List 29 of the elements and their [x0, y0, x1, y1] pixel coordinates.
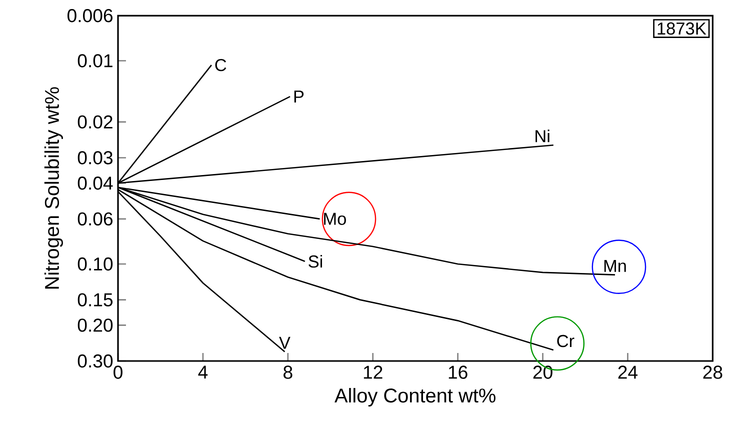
x-tick-label: 0 — [114, 366, 122, 379]
y-tick-label: 0.06 — [78, 212, 112, 226]
x-tick-label: 28 — [703, 366, 722, 379]
y-tick-label: 0.10 — [78, 257, 113, 271]
series-label: Ni — [536, 130, 550, 142]
x-axis-title: Alloy Content wt% — [334, 388, 496, 407]
y-tick-label: 0.01 — [78, 54, 112, 68]
y-tick-label: 0.03 — [78, 151, 112, 164]
y-tick-label: 0.04 — [78, 176, 113, 190]
x-tick-label: 16 — [448, 366, 468, 379]
series-label: Cr — [557, 334, 574, 348]
y-tick-label: 0.20 — [78, 318, 113, 332]
series-label: Mo — [324, 212, 346, 225]
series-label: V — [279, 336, 290, 349]
y-tick-label: 0.30 — [78, 354, 113, 368]
x-tick-label: 24 — [618, 366, 638, 379]
y-tick-label: 0.006 — [68, 9, 112, 22]
series-label: Si — [308, 254, 322, 268]
x-tick-label: 20 — [533, 366, 552, 379]
series-label: P — [294, 90, 304, 102]
x-tick-label: 12 — [364, 366, 382, 379]
y-axis-title: Nitrogen Solubility wt% — [44, 87, 63, 289]
x-tick-label: 8 — [284, 366, 292, 379]
series-label: C — [215, 58, 226, 72]
y-tick-label: 0.02 — [78, 115, 112, 129]
series-label: Mn — [604, 260, 626, 272]
annotation: 1873K — [658, 22, 706, 35]
x-tick-label: 4 — [198, 366, 208, 378]
y-tick-label: 0.15 — [78, 293, 113, 306]
